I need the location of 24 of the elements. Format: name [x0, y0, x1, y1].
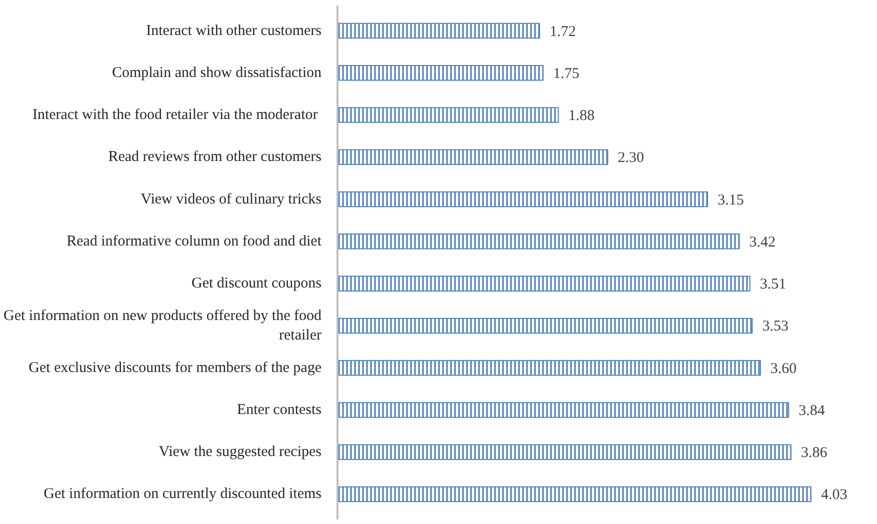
y-tick-label: Complain and show dissatisfaction	[112, 64, 322, 81]
data-label: 3.86	[800, 445, 828, 462]
y-tick-label: Read informative column on food and diet	[66, 233, 322, 250]
data-label: 3.84	[798, 402, 826, 419]
data-label: 1.75	[553, 66, 580, 82]
data-label: 3.53	[762, 318, 788, 335]
y-tick-label: Interact with the food retailer via the moderator	[32, 107, 318, 124]
y-tick-label: Get exclusive discounts for members of the page	[28, 360, 322, 376]
data-label: 3.51	[760, 276, 786, 293]
y-tick-label: View the suggested recipes	[158, 444, 322, 460]
y-tick-label: Read reviews from other customers	[108, 149, 322, 166]
data-label: 3.15	[718, 192, 744, 208]
y-tick-label: Interact with other customers	[146, 22, 322, 39]
data-label: 3.60	[770, 360, 797, 377]
data-label: 1.88	[568, 108, 595, 124]
y-tick-label: Enter contests	[236, 402, 322, 418]
data-label: 3.42	[749, 234, 776, 250]
data-label: 2.30	[618, 150, 644, 166]
data-label: 4.03	[820, 487, 848, 504]
y-tick-label: View videos of culinary tricks	[140, 191, 322, 208]
y-tick-label: Get information on currently discounted items	[44, 486, 322, 502]
y-tick-label: Get discount coupons	[192, 276, 322, 292]
y-tick-label: Get information on new products offered by the food retailer	[4, 308, 322, 344]
data-label: 1.72	[550, 24, 576, 40]
